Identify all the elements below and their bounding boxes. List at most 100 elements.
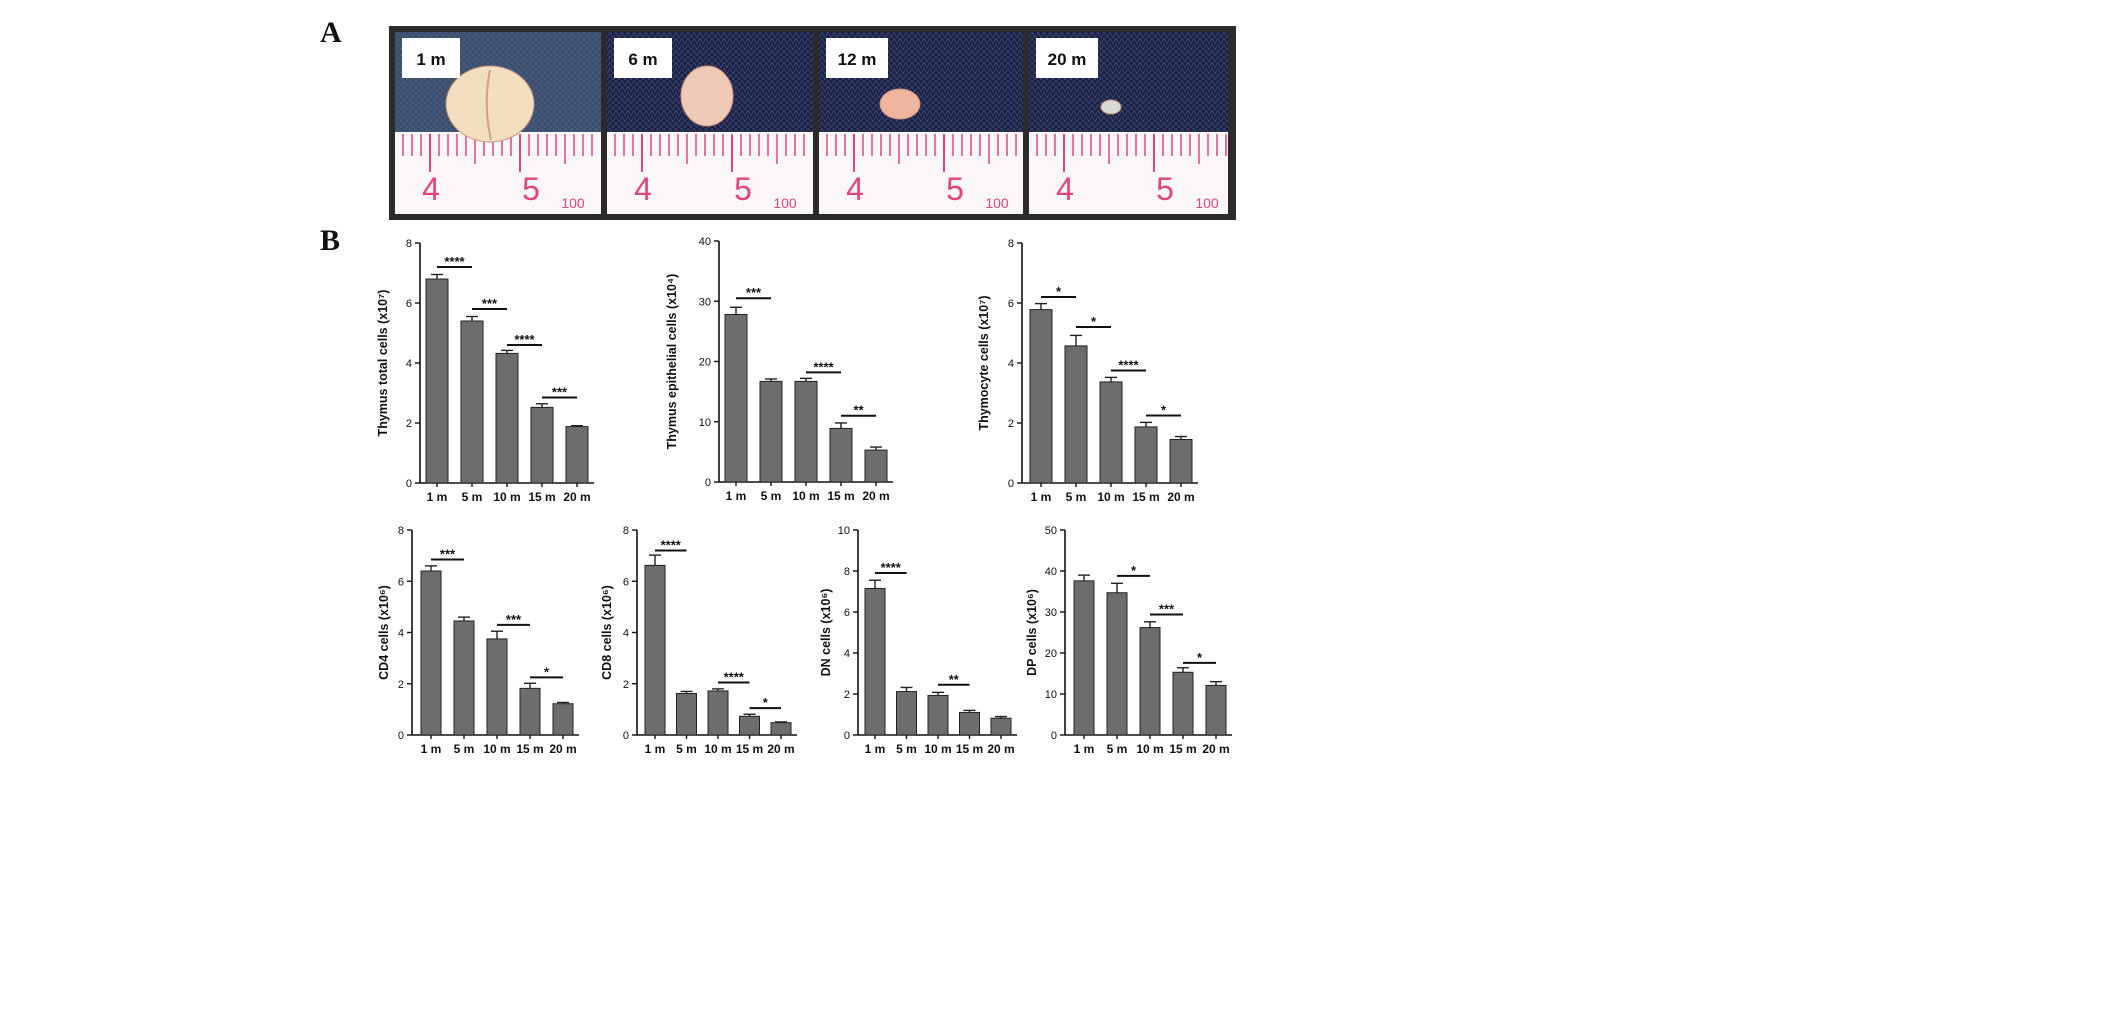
x-tick-label: 1 m — [1031, 490, 1052, 504]
y-tick-label: 2 — [1008, 418, 1014, 430]
bar-1m — [425, 278, 449, 484]
y-axis-label: CD4 cells (x10⁶) — [377, 585, 391, 680]
significance-label: ** — [949, 672, 960, 687]
thymus-organ — [879, 88, 921, 120]
x-tick-label: 10 m — [924, 742, 951, 756]
thymus-photo-1: 4 5 100 1 m — [395, 32, 601, 214]
y-tick-label: 8 — [1008, 238, 1014, 250]
bar-5m — [453, 620, 475, 736]
photo-label-box — [402, 38, 460, 78]
significance-label: **** — [813, 359, 834, 374]
y-tick-label: 4 — [398, 628, 404, 640]
x-tick-label: 10 m — [493, 490, 520, 504]
x-tick-label: 15 m — [956, 742, 983, 756]
y-tick-label: 20 — [1045, 648, 1057, 660]
bar-10m — [794, 380, 818, 483]
ruler-number: 100 — [773, 195, 797, 211]
y-tick-label: 6 — [844, 607, 850, 619]
y-tick-label: 4 — [844, 648, 850, 660]
x-tick-label: 15 m — [827, 489, 854, 503]
x-tick-label: 5 m — [676, 742, 697, 756]
bar-15m — [1134, 426, 1158, 484]
bar-15m — [959, 711, 980, 736]
y-tick-label: 2 — [406, 418, 412, 430]
y-tick-label: 6 — [623, 576, 629, 588]
significance-label: ** — [853, 403, 864, 418]
x-tick-label: 20 m — [1202, 742, 1229, 756]
bar-15m — [739, 715, 760, 736]
y-tick-label: 20 — [699, 357, 711, 369]
bar-20m — [552, 703, 574, 736]
ruler-number: 5 — [946, 171, 964, 207]
y-tick-label: 6 — [398, 576, 404, 588]
y-axis-label: DN cells (x10⁶) — [819, 589, 833, 677]
significance-label: * — [1091, 314, 1097, 329]
y-tick-label: 0 — [705, 477, 711, 489]
significance-label: **** — [514, 332, 535, 347]
x-tick-label: 20 m — [1167, 490, 1194, 504]
ruler-number: 4 — [846, 171, 864, 207]
bar-10m — [1139, 627, 1161, 736]
photo-canvas: 4 5 100 1 m — [395, 32, 601, 214]
x-tick-label: 20 m — [767, 742, 794, 756]
ruler-number: 4 — [634, 171, 652, 207]
y-axis-label: Thymus total cells (x10⁷) — [376, 290, 390, 437]
significance-label: *** — [506, 612, 522, 627]
ruler-number: 100 — [561, 195, 585, 211]
y-tick-label: 6 — [1008, 298, 1014, 310]
bar-15m — [530, 406, 554, 484]
ruler — [1029, 132, 1228, 214]
thymus-organ — [1100, 99, 1122, 115]
x-tick-label: 5 m — [1107, 742, 1128, 756]
x-tick-label: 15 m — [1132, 490, 1159, 504]
y-tick-label: 8 — [398, 525, 404, 537]
significance-label: *** — [552, 385, 568, 400]
x-tick-label: 10 m — [792, 489, 819, 503]
bar-1m — [864, 587, 886, 736]
y-tick-label: 0 — [1051, 730, 1057, 742]
organ-lobe-line — [485, 69, 492, 141]
x-tick-label: 5 m — [454, 742, 475, 756]
ruler-number: 5 — [522, 171, 540, 207]
x-tick-label: 15 m — [516, 742, 543, 756]
x-tick-label: 1 m — [427, 490, 448, 504]
x-tick-label: 1 m — [421, 742, 442, 756]
significance-label: **** — [1118, 358, 1139, 373]
ruler-number: 100 — [1195, 195, 1219, 211]
y-tick-label: 0 — [623, 730, 629, 742]
thymus-organ — [680, 65, 734, 127]
bar-20m — [770, 722, 792, 736]
x-tick-label: 5 m — [761, 489, 782, 503]
bar-15m — [519, 687, 541, 736]
bar-5m — [1064, 345, 1088, 484]
x-tick-label: 5 m — [1066, 490, 1087, 504]
significance-label: * — [544, 664, 550, 679]
bar-20m — [1169, 439, 1193, 484]
significance-label: *** — [482, 296, 498, 311]
y-tick-label: 8 — [844, 566, 850, 578]
significance-label: *** — [746, 285, 762, 300]
x-tick-label: 10 m — [483, 742, 510, 756]
y-tick-label: 2 — [623, 679, 629, 691]
ruler-number: 4 — [1056, 171, 1074, 207]
photo-age-label: 12 m — [838, 50, 877, 69]
y-tick-label: 4 — [623, 628, 629, 640]
bar-10m — [1099, 381, 1123, 484]
thymus-organ — [445, 65, 535, 143]
y-tick-label: 0 — [844, 730, 850, 742]
x-tick-label: 1 m — [865, 742, 886, 756]
ruler-number: 5 — [734, 171, 752, 207]
x-tick-label: 1 m — [1074, 742, 1095, 756]
y-tick-label: 4 — [1008, 358, 1014, 370]
bar-1m — [724, 314, 748, 483]
y-tick-label: 0 — [398, 730, 404, 742]
x-tick-label: 10 m — [1097, 490, 1124, 504]
ruler-number: 4 — [422, 171, 440, 207]
thymus-photo-strip: 4 5 100 1 m 4 5 100 6 m 4 5 100 12 m 4 5 100 20 m — [389, 26, 1236, 220]
bar-1m — [1073, 580, 1095, 736]
y-tick-label: 0 — [1008, 478, 1014, 490]
photo-label-box — [1036, 38, 1098, 78]
thymus-photo-2: 4 5 100 6 m — [607, 32, 813, 214]
